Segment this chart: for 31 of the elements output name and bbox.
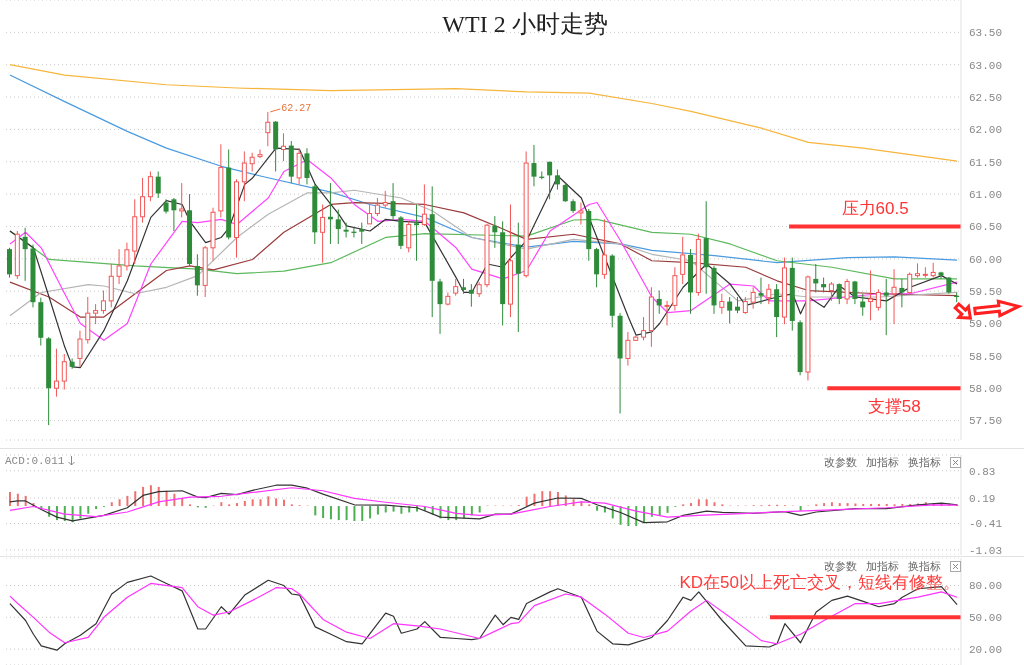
y-tick-label: 62.50 (969, 91, 1003, 104)
y-tick-label: 0.19 (969, 492, 996, 505)
y-tick-label: 63.00 (969, 59, 1003, 72)
y-tick-label: 62.00 (969, 124, 1003, 137)
chart-title: ACD:0.011 (5, 455, 65, 467)
text: WTI 2 小时走势 (442, 11, 608, 37)
annotation: 换指标 (908, 559, 941, 574)
y-tick-label: 50.00 (969, 612, 1003, 625)
y-tick-label: 63.50 (969, 27, 1003, 40)
y-tick-label: 61.00 (969, 189, 1003, 202)
y-tick-label: 20.00 (969, 644, 1003, 657)
y-tick-label: -0.41 (969, 518, 1003, 531)
y-tick-label: 0.83 (969, 465, 996, 478)
y-tick-label: 60.50 (969, 221, 1003, 234)
y-tick-label: 58.50 (969, 350, 1003, 363)
annotation: 加指标 (866, 559, 899, 574)
y-tick-label: 59.00 (969, 318, 1003, 331)
y-tick-label: 59.50 (969, 286, 1003, 299)
annotation: 改参数 (824, 559, 857, 573)
annotation: 改参数 (824, 455, 857, 470)
y-tick-label: 61.50 (969, 156, 1003, 169)
y-tick-label: 80.00 (969, 580, 1003, 593)
annotation: 换指标 (908, 455, 941, 470)
annotation: 62.27 (281, 102, 312, 114)
annotation: 加指标 (866, 455, 899, 470)
ref-line-label: 支撑58 (867, 397, 921, 417)
ref-line-label: 压力60.5 (841, 199, 909, 219)
y-tick-label: -1.03 (969, 544, 1003, 557)
y-tick-label: 60.00 (969, 253, 1003, 266)
y-tick-label: 57.50 (969, 415, 1003, 428)
y-tick-label: 58.00 (969, 383, 1003, 396)
